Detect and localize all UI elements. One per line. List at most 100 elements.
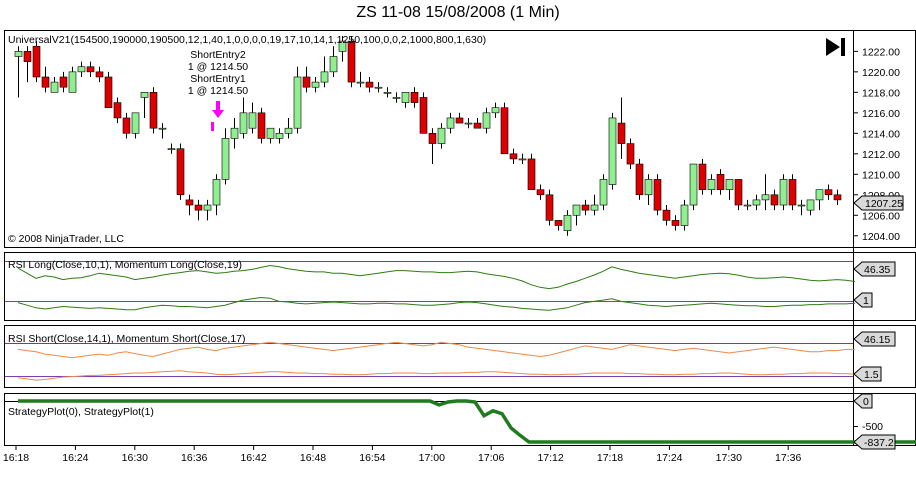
time-tick-label: 16:54 — [359, 452, 385, 464]
candle — [428, 128, 437, 165]
candle-body — [635, 163, 644, 196]
candle — [329, 46, 338, 77]
candle — [752, 194, 761, 211]
candle — [815, 189, 824, 211]
candle — [833, 189, 842, 206]
candle-body — [779, 179, 788, 206]
candle-body — [725, 179, 734, 190]
price-tick-label: 1210.00 — [862, 169, 900, 181]
candle — [302, 66, 311, 93]
price-tick-label: 1204.00 — [862, 231, 900, 243]
candle — [572, 204, 581, 226]
candle-body — [509, 153, 518, 160]
time-tick-label: 16:30 — [122, 452, 148, 464]
candle-body — [302, 76, 311, 88]
candle-body — [248, 112, 257, 129]
candle-body — [140, 92, 149, 98]
entry-annotations: ShortEntry2 1 @ 1214.50 ShortEntry1 1 @ … — [188, 49, 248, 97]
candle — [176, 143, 185, 200]
candle-body — [761, 194, 770, 201]
candle — [734, 179, 743, 211]
candle-body — [815, 189, 824, 201]
candle-body — [68, 71, 77, 93]
candle-body — [644, 179, 653, 196]
candle-body — [149, 92, 158, 129]
candle-body — [347, 40, 356, 83]
candle-body — [59, 76, 68, 88]
short-entry-1-label: ShortEntry1 — [190, 73, 246, 85]
candle — [797, 199, 806, 216]
price-tick-label: 1206.00 — [862, 210, 900, 222]
momentum-short-series — [17, 370, 856, 381]
candle-body — [518, 158, 527, 161]
candle — [293, 66, 302, 134]
rsi-long-label: RSI Long(Close,10,1), Momentum Long(Clos… — [8, 259, 242, 271]
candle-body — [608, 117, 617, 185]
candle — [41, 66, 50, 93]
candle — [824, 184, 833, 200]
candle-body — [653, 179, 662, 211]
candle-body — [275, 133, 284, 139]
entry-arrow-icon — [211, 101, 224, 131]
candle — [167, 143, 176, 154]
strategy-series — [18, 399, 916, 444]
candle — [122, 112, 131, 139]
candle — [266, 127, 275, 144]
price-tick-label: 1218.00 — [862, 87, 900, 99]
candle-body — [410, 92, 419, 103]
candle-body — [86, 66, 95, 73]
rsi-short-value-text: 46.15 — [864, 334, 890, 346]
candle — [221, 128, 230, 185]
candle-body — [698, 163, 707, 190]
candle — [554, 220, 563, 231]
chart-title: ZS 11-08 15/08/2008 (1 Min) — [356, 4, 560, 21]
time-tick-label: 16:18 — [3, 452, 29, 464]
candle — [491, 102, 500, 118]
candle-body — [554, 220, 563, 226]
candle — [104, 71, 113, 109]
candle-body — [95, 71, 104, 78]
candle-body — [32, 45, 41, 78]
candle-body — [536, 189, 545, 196]
candle-body — [203, 204, 212, 211]
main-panel-frame — [4, 30, 916, 248]
mom-long-value-text: 1 — [863, 295, 869, 307]
candle — [32, 41, 41, 83]
candle — [248, 102, 257, 134]
candle-body — [104, 76, 113, 109]
candle — [536, 184, 545, 200]
time-tick-label: 17:06 — [478, 452, 504, 464]
candle — [320, 56, 329, 88]
candle — [410, 87, 419, 108]
candle — [725, 179, 734, 200]
candle — [770, 189, 779, 211]
candle-body — [734, 179, 743, 206]
candle-body — [293, 76, 302, 129]
candle — [23, 46, 32, 83]
strategy-zero-text: 0 — [863, 396, 869, 408]
candle — [455, 112, 464, 124]
time-axis: 16:18 16:24 16:30 16:36 16:42 16:48 16:54 17:00… — [3, 446, 801, 464]
candle — [806, 199, 815, 216]
candle-body — [131, 112, 140, 134]
copyright-text: © 2008 NinjaTrader, LLC — [8, 233, 124, 245]
candle-body — [122, 117, 131, 134]
time-tick-label: 16:48 — [300, 452, 326, 464]
candle — [518, 153, 527, 165]
skip-to-end-icon[interactable] — [826, 38, 845, 56]
candle — [779, 174, 788, 211]
time-tick-label: 17:00 — [419, 452, 445, 464]
strategy-label: StrategyPlot(0), StrategyPlot(1) — [8, 406, 154, 418]
candle — [590, 194, 599, 216]
candle-body — [392, 97, 401, 99]
candle — [185, 194, 194, 216]
candle — [626, 138, 635, 170]
candle-body — [230, 127, 239, 139]
candle — [284, 117, 293, 139]
candle — [59, 71, 68, 93]
candle-body — [257, 112, 266, 139]
candle — [95, 66, 104, 83]
candle-body — [788, 179, 797, 206]
